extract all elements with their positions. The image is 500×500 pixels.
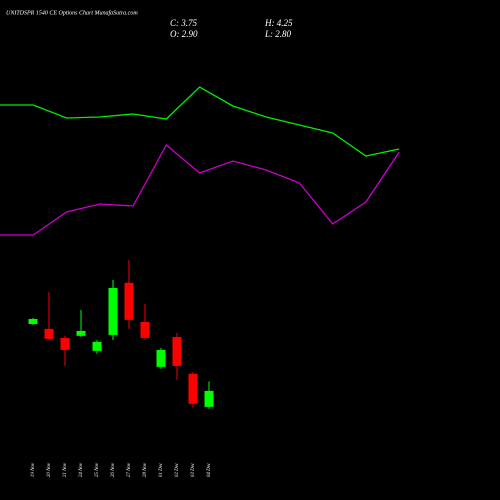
x-tick-label: 04 Dec <box>207 462 212 477</box>
candle-body <box>188 373 198 404</box>
candle-body <box>108 287 118 335</box>
x-tick-label: 20 Nov <box>47 462 52 477</box>
x-tick-label: 28 Nov <box>143 462 148 477</box>
candle-body <box>44 328 54 339</box>
candle-body <box>156 349 166 367</box>
chart-title: UNITDSPR 1540 CE Options Chart MunafaSut… <box>6 9 138 16</box>
x-tick-label: 26 Nov <box>111 462 116 477</box>
low-label: L: 2.80 <box>264 29 292 39</box>
candle-body <box>60 337 70 350</box>
x-tick-label: 24 Nov <box>79 462 84 477</box>
candle-body <box>28 318 38 325</box>
x-tick-label: 01 Dec <box>159 462 164 477</box>
open-label: O: 2.90 <box>170 29 198 39</box>
candle-body <box>92 341 102 351</box>
series-line <box>0 143 400 236</box>
close-label: C: 3.75 <box>170 18 198 28</box>
series-line <box>0 86 400 157</box>
x-tick-label: 19 Nov <box>31 462 36 477</box>
candle-body <box>140 321 150 338</box>
x-tick-label: 02 Dec <box>175 462 180 477</box>
candle-body <box>204 390 214 407</box>
x-tick-label: 03 Dec <box>191 462 196 477</box>
candle-body <box>172 336 182 366</box>
x-tick-label: 25 Nov <box>95 462 100 477</box>
x-tick-label: 27 Nov <box>127 462 132 477</box>
high-label: H: 4.25 <box>264 18 293 28</box>
candle-body <box>76 330 86 336</box>
x-tick-label: 21 Nov <box>63 462 68 477</box>
candle-body <box>124 282 134 320</box>
